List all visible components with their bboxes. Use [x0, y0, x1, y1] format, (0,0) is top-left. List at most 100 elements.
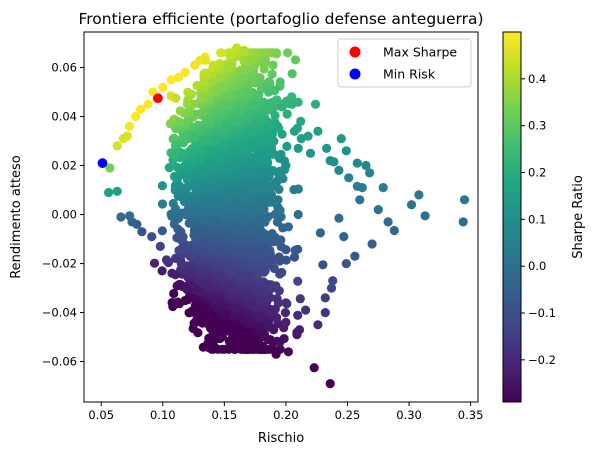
portfolio-point — [257, 295, 267, 305]
portfolio-point — [255, 276, 265, 287]
portfolio-point — [245, 55, 255, 65]
portfolio-point — [179, 197, 190, 207]
portfolio-point — [217, 344, 227, 354]
portfolio-point — [157, 181, 167, 191]
portfolio-point — [289, 126, 300, 136]
portfolio-point — [220, 186, 230, 196]
portfolio-point — [241, 140, 252, 150]
portfolio-point — [193, 229, 203, 240]
portfolio-point — [179, 149, 189, 159]
portfolio-point — [281, 298, 291, 308]
portfolio-point — [219, 139, 229, 149]
portfolio-point — [283, 48, 293, 58]
portfolio-point — [185, 209, 195, 219]
portfolio-point — [248, 184, 258, 194]
portfolio-point — [143, 99, 153, 109]
portfolio-point — [180, 67, 190, 77]
portfolio-point — [244, 87, 254, 97]
portfolio-point — [190, 132, 200, 142]
portfolio-point — [231, 115, 241, 125]
portfolio-point — [231, 161, 241, 171]
colorbar-tick-label: 0.2 — [528, 166, 546, 180]
portfolio-point — [175, 117, 185, 127]
portfolio-point — [282, 109, 292, 119]
portfolio-point — [265, 118, 275, 128]
portfolio-point — [225, 302, 235, 312]
portfolio-point — [226, 201, 237, 211]
portfolio-point — [274, 123, 284, 133]
portfolio-point — [268, 60, 278, 70]
portfolio-point — [341, 146, 351, 156]
portfolio-point — [125, 121, 135, 131]
portfolio-point — [222, 122, 232, 133]
portfolio-point — [219, 310, 229, 320]
portfolio-point — [315, 228, 325, 238]
portfolio-point — [232, 148, 242, 158]
portfolio-point — [260, 266, 270, 276]
x-tick-label: 0.15 — [212, 408, 238, 422]
portfolio-point — [170, 149, 180, 159]
portfolio-point — [225, 99, 236, 109]
portfolio-point — [305, 148, 316, 158]
portfolio-point — [267, 229, 277, 239]
portfolio-point — [236, 98, 246, 108]
portfolio-point — [199, 77, 209, 87]
portfolio-point — [260, 48, 270, 58]
portfolio-point — [116, 212, 126, 222]
portfolio-point — [171, 93, 181, 103]
portfolio-point — [414, 190, 424, 200]
portfolio-point — [137, 227, 147, 237]
portfolio-point — [258, 305, 268, 315]
portfolio-point — [257, 312, 267, 323]
portfolio-point — [293, 209, 303, 220]
portfolio-point — [191, 165, 201, 176]
portfolio-point — [238, 315, 248, 325]
portfolio-point — [341, 259, 351, 269]
portfolio-point — [227, 324, 237, 334]
portfolio-point — [270, 209, 280, 219]
portfolio-point — [179, 245, 189, 256]
portfolio-point — [322, 143, 332, 153]
portfolio-point — [293, 244, 303, 254]
portfolio-point — [266, 190, 276, 200]
portfolio-point — [219, 80, 229, 90]
colorbar-gradient — [502, 31, 522, 403]
portfolio-point — [158, 82, 168, 92]
portfolio-point — [157, 199, 168, 209]
portfolio-point — [260, 103, 270, 113]
portfolio-point — [203, 183, 214, 193]
portfolio-point — [244, 234, 254, 244]
portfolio-point — [234, 271, 244, 281]
portfolio-point — [355, 195, 365, 205]
portfolio-point — [269, 325, 279, 335]
x-tick-label: 0.05 — [88, 408, 114, 422]
colorbar-tick-label: 0.1 — [528, 212, 546, 226]
portfolio-point — [208, 243, 218, 253]
portfolio-point — [352, 158, 362, 168]
portfolio-point — [328, 276, 338, 286]
colorbar-tick-label: −0.2 — [528, 353, 556, 367]
portfolio-point — [272, 217, 282, 227]
portfolio-point — [215, 153, 225, 163]
portfolio-point — [293, 143, 303, 153]
portfolio-point — [221, 283, 231, 293]
portfolio-point — [183, 116, 193, 126]
portfolio-point — [105, 163, 115, 173]
portfolio-point — [253, 172, 263, 182]
portfolio-point — [318, 260, 328, 270]
portfolio-point — [180, 190, 190, 200]
portfolio-point — [219, 209, 229, 220]
legend-label-max-sharpe: Max Sharpe — [383, 45, 457, 60]
portfolio-point — [147, 232, 157, 242]
portfolio-point — [190, 300, 200, 310]
portfolio-point — [183, 295, 193, 305]
portfolio-point — [233, 169, 243, 179]
portfolio-point — [164, 163, 174, 173]
portfolio-point — [200, 280, 210, 290]
portfolio-point — [459, 195, 470, 205]
portfolio-point — [170, 185, 180, 195]
x-tick-label: 0.35 — [458, 408, 484, 422]
portfolio-point — [320, 293, 330, 303]
portfolio-point — [301, 305, 311, 315]
portfolio-point — [208, 147, 218, 157]
